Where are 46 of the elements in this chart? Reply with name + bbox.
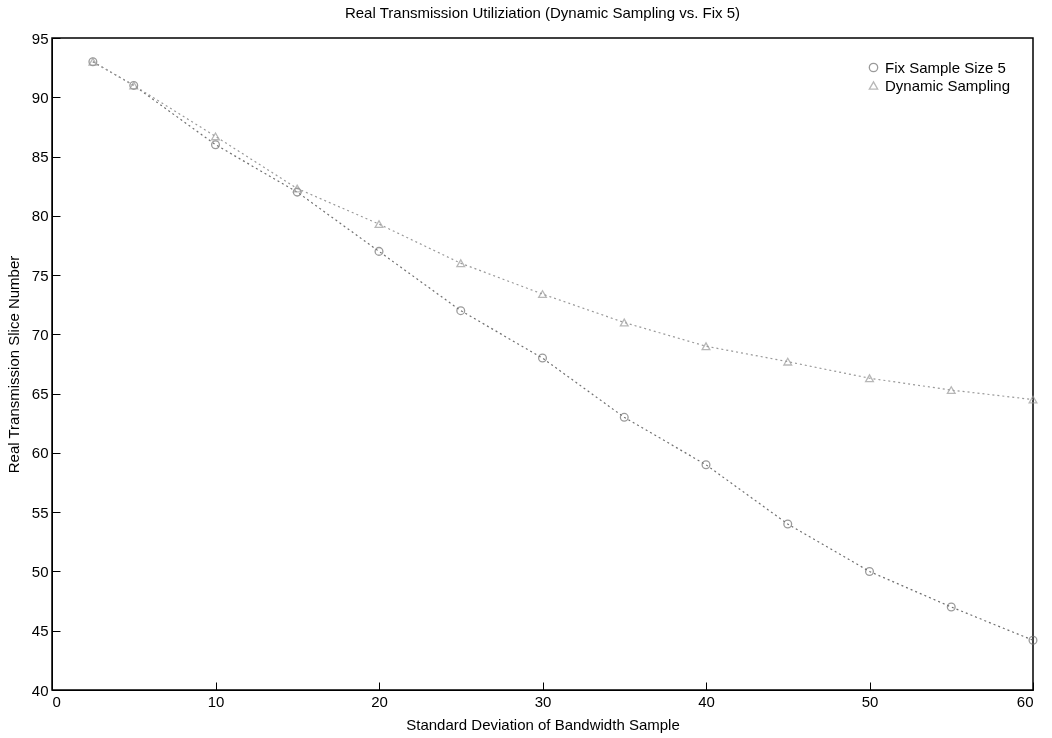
point	[1028, 635, 1038, 645]
chart-title: Real Transmission Utiliziation (Dynamic Sampling vs. Fix 5)	[344, 4, 741, 21]
point	[374, 246, 384, 256]
point	[456, 259, 466, 268]
x-tick-label: 20	[371, 692, 388, 710]
point	[619, 318, 629, 327]
y-tick-label: 85	[31, 148, 49, 166]
y-tick-label: 90	[31, 88, 49, 106]
x-tick-label: 60	[1016, 692, 1034, 710]
point	[783, 357, 793, 366]
y-tick-label: 45	[31, 622, 49, 640]
x-tick-label: 50	[861, 692, 879, 710]
point	[701, 342, 711, 351]
y-tick-label: 95	[31, 29, 49, 47]
x-tick-label: 10	[207, 692, 225, 710]
x-tick-label: 0	[52, 692, 61, 710]
point	[946, 386, 956, 395]
y-tick-label: 40	[31, 681, 49, 699]
y-tick-label: 55	[31, 503, 49, 521]
point	[946, 602, 956, 612]
point	[783, 519, 793, 529]
y-axis-title: Real Transmission Slice Number	[4, 255, 22, 474]
y-tick-label: 60	[31, 444, 49, 462]
point	[701, 460, 711, 470]
y-tick-label: 65	[31, 385, 49, 403]
legend-label: Dynamic Sampling	[885, 76, 1011, 94]
point	[537, 353, 548, 363]
point	[292, 184, 302, 193]
point	[210, 132, 221, 141]
x-axis-title: Standard Deviation of Bandwidth Sample	[406, 715, 680, 733]
point	[864, 566, 875, 576]
point	[1028, 395, 1038, 404]
y-tick-label: 75	[31, 266, 49, 284]
y-tick-label: 50	[31, 562, 49, 580]
point	[292, 187, 302, 197]
legend-label: Fix Sample Size 5	[885, 58, 1006, 76]
x-tick-label: 30	[534, 692, 552, 710]
y-tick-label: 80	[31, 207, 49, 225]
x-tick-label: 40	[698, 692, 715, 710]
point	[210, 140, 221, 150]
point	[537, 290, 548, 299]
point	[864, 374, 875, 383]
point	[456, 306, 466, 316]
point	[619, 412, 629, 422]
y-tick-label: 70	[31, 325, 49, 343]
point	[374, 220, 384, 229]
